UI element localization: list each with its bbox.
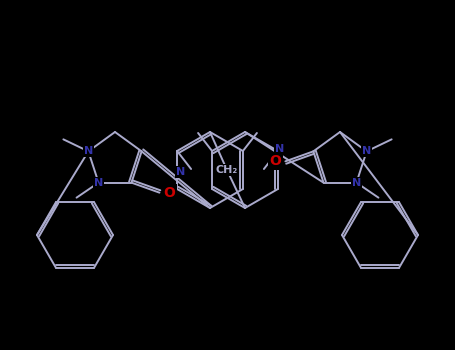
Text: N: N — [362, 146, 371, 156]
Text: N: N — [352, 178, 361, 188]
Text: N: N — [176, 167, 186, 177]
Text: O: O — [269, 154, 281, 168]
Text: N: N — [275, 144, 284, 154]
Text: N: N — [84, 146, 93, 156]
Text: O: O — [163, 186, 175, 199]
Text: CH₂: CH₂ — [216, 165, 238, 175]
Text: N: N — [94, 178, 103, 188]
